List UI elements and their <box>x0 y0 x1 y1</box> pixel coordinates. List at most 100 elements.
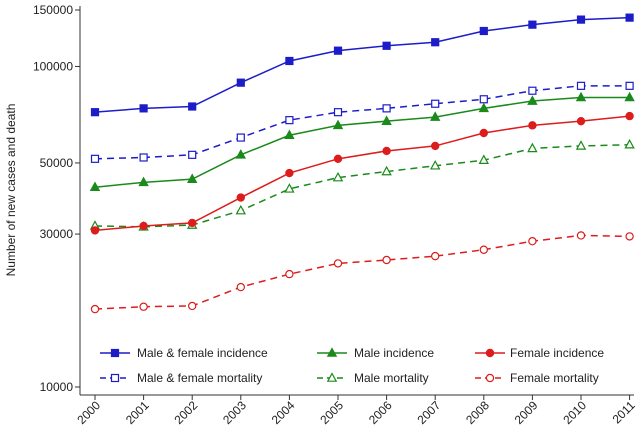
legend-item: Male incidence <box>317 346 434 360</box>
series-line <box>94 143 630 228</box>
data-point <box>90 304 100 314</box>
x-tick-label: 2000 <box>74 398 103 427</box>
data-point <box>575 91 587 102</box>
series-female-incidence <box>90 111 634 235</box>
data-point <box>285 116 294 125</box>
data-point <box>188 102 197 111</box>
data-point <box>528 20 537 29</box>
x-tick-label: 2007 <box>415 398 444 427</box>
x-tick-label: 2008 <box>463 398 492 427</box>
series-layer <box>89 13 635 314</box>
plot-frame <box>79 6 634 396</box>
data-point <box>528 236 537 246</box>
data-point <box>431 38 440 47</box>
legend-marker <box>485 348 495 358</box>
series-line <box>94 16 630 113</box>
data-point <box>235 149 247 159</box>
y-tick-label: 50000 <box>40 156 74 170</box>
data-point <box>236 78 245 87</box>
data-point <box>381 115 392 125</box>
data-point <box>236 133 245 142</box>
data-point <box>236 282 245 292</box>
data-point <box>139 153 148 162</box>
x-tick-label: 2005 <box>317 398 346 427</box>
data-point <box>138 176 149 187</box>
series-female-mortality <box>90 231 634 314</box>
x-tick-label: 2003 <box>220 398 249 427</box>
legend-marker <box>326 347 338 357</box>
legend-label: Male mortality <box>354 371 429 385</box>
legend-label: Female incidence <box>510 346 604 360</box>
y-tick-label: 100000 <box>33 59 73 73</box>
data-point <box>139 221 148 231</box>
data-point <box>479 95 488 104</box>
data-point <box>235 204 247 215</box>
data-point <box>478 102 490 113</box>
data-point <box>479 26 488 36</box>
legend-label: Male incidence <box>354 346 434 360</box>
data-point <box>479 245 488 254</box>
data-point <box>479 128 488 138</box>
data-point <box>528 86 537 95</box>
legend-marker <box>326 372 338 382</box>
x-tick-label: 2010 <box>560 398 589 427</box>
legend-item: Male & female mortality <box>100 371 262 385</box>
data-point <box>333 154 343 164</box>
data-point <box>187 301 197 311</box>
data-point <box>624 138 635 149</box>
data-point <box>576 15 586 24</box>
x-tick-label: 2011 <box>610 398 638 426</box>
data-point <box>625 232 634 241</box>
data-point <box>624 91 635 102</box>
data-point <box>431 141 440 151</box>
data-point <box>527 95 538 105</box>
data-point <box>625 81 634 90</box>
series-male-mortality <box>89 138 635 231</box>
data-point <box>431 99 440 108</box>
data-point <box>576 81 586 90</box>
legend: Male & female incidence Male incidence Fem… <box>100 346 604 385</box>
data-point <box>236 193 245 202</box>
y-axis-label: Number of new cases and death <box>4 104 18 277</box>
data-point <box>478 154 490 164</box>
legend-label: Male & female mortality <box>137 371 262 385</box>
series-line <box>94 115 630 232</box>
data-point <box>90 226 100 235</box>
series-line <box>94 85 630 160</box>
series-line <box>94 234 630 310</box>
x-tick-label: 2009 <box>512 398 541 427</box>
series-male-incidence <box>89 91 635 192</box>
x-tick-label: 2004 <box>269 398 298 427</box>
data-point <box>186 173 198 183</box>
data-point <box>381 165 392 176</box>
data-point <box>431 251 440 261</box>
data-point <box>284 183 295 193</box>
data-point <box>285 269 294 279</box>
data-point <box>576 231 586 240</box>
x-tick-label: 2001 <box>123 398 152 427</box>
data-point <box>382 255 391 265</box>
y-axis-ticks: 10000 30000 50000 100000 150000 <box>33 3 80 394</box>
legend-marker <box>110 373 120 383</box>
data-point <box>625 111 634 121</box>
x-tick-label: 2002 <box>172 398 201 427</box>
data-point <box>332 119 344 130</box>
data-point <box>333 108 343 117</box>
data-point <box>139 104 148 113</box>
data-point <box>90 108 100 117</box>
data-point <box>527 142 538 153</box>
data-point <box>382 41 391 50</box>
data-point <box>429 111 441 121</box>
y-tick-label: 150000 <box>33 3 73 17</box>
data-point <box>139 302 148 311</box>
data-point <box>89 181 101 192</box>
series-line <box>94 96 630 188</box>
y-tick-label: 10000 <box>40 380 74 394</box>
data-point <box>333 259 343 268</box>
data-point <box>528 121 537 130</box>
data-point <box>187 218 197 228</box>
data-point <box>575 140 587 150</box>
legend-item: Female incidence <box>475 346 604 360</box>
data-point <box>382 146 391 156</box>
data-point <box>333 46 343 55</box>
